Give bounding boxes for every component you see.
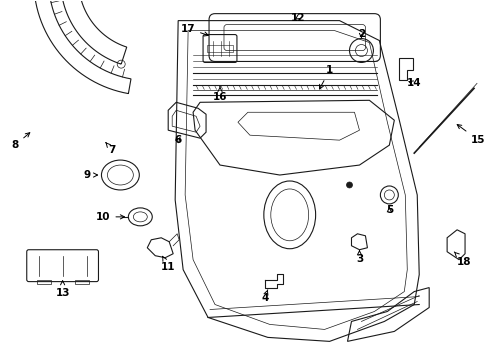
Text: 2: 2 — [357, 28, 365, 39]
Text: 14: 14 — [406, 78, 421, 88]
Text: 13: 13 — [55, 281, 70, 298]
Text: 18: 18 — [453, 252, 470, 267]
Bar — [74, 280, 88, 284]
Text: 17: 17 — [180, 24, 208, 36]
Text: 3: 3 — [355, 251, 363, 264]
Text: 4: 4 — [261, 290, 268, 302]
Text: 12: 12 — [290, 13, 305, 23]
Text: 15: 15 — [456, 125, 485, 145]
Circle shape — [346, 182, 352, 188]
Text: 7: 7 — [105, 143, 116, 155]
Text: 1: 1 — [319, 66, 332, 89]
Bar — [37, 280, 51, 284]
Text: 16: 16 — [212, 87, 227, 102]
Bar — [206, 45, 232, 53]
Text: 5: 5 — [385, 205, 392, 215]
Text: 11: 11 — [161, 256, 175, 272]
Text: 6: 6 — [174, 135, 182, 145]
Text: 9: 9 — [83, 170, 98, 180]
Text: 10: 10 — [96, 212, 124, 222]
Text: 8: 8 — [12, 133, 30, 150]
